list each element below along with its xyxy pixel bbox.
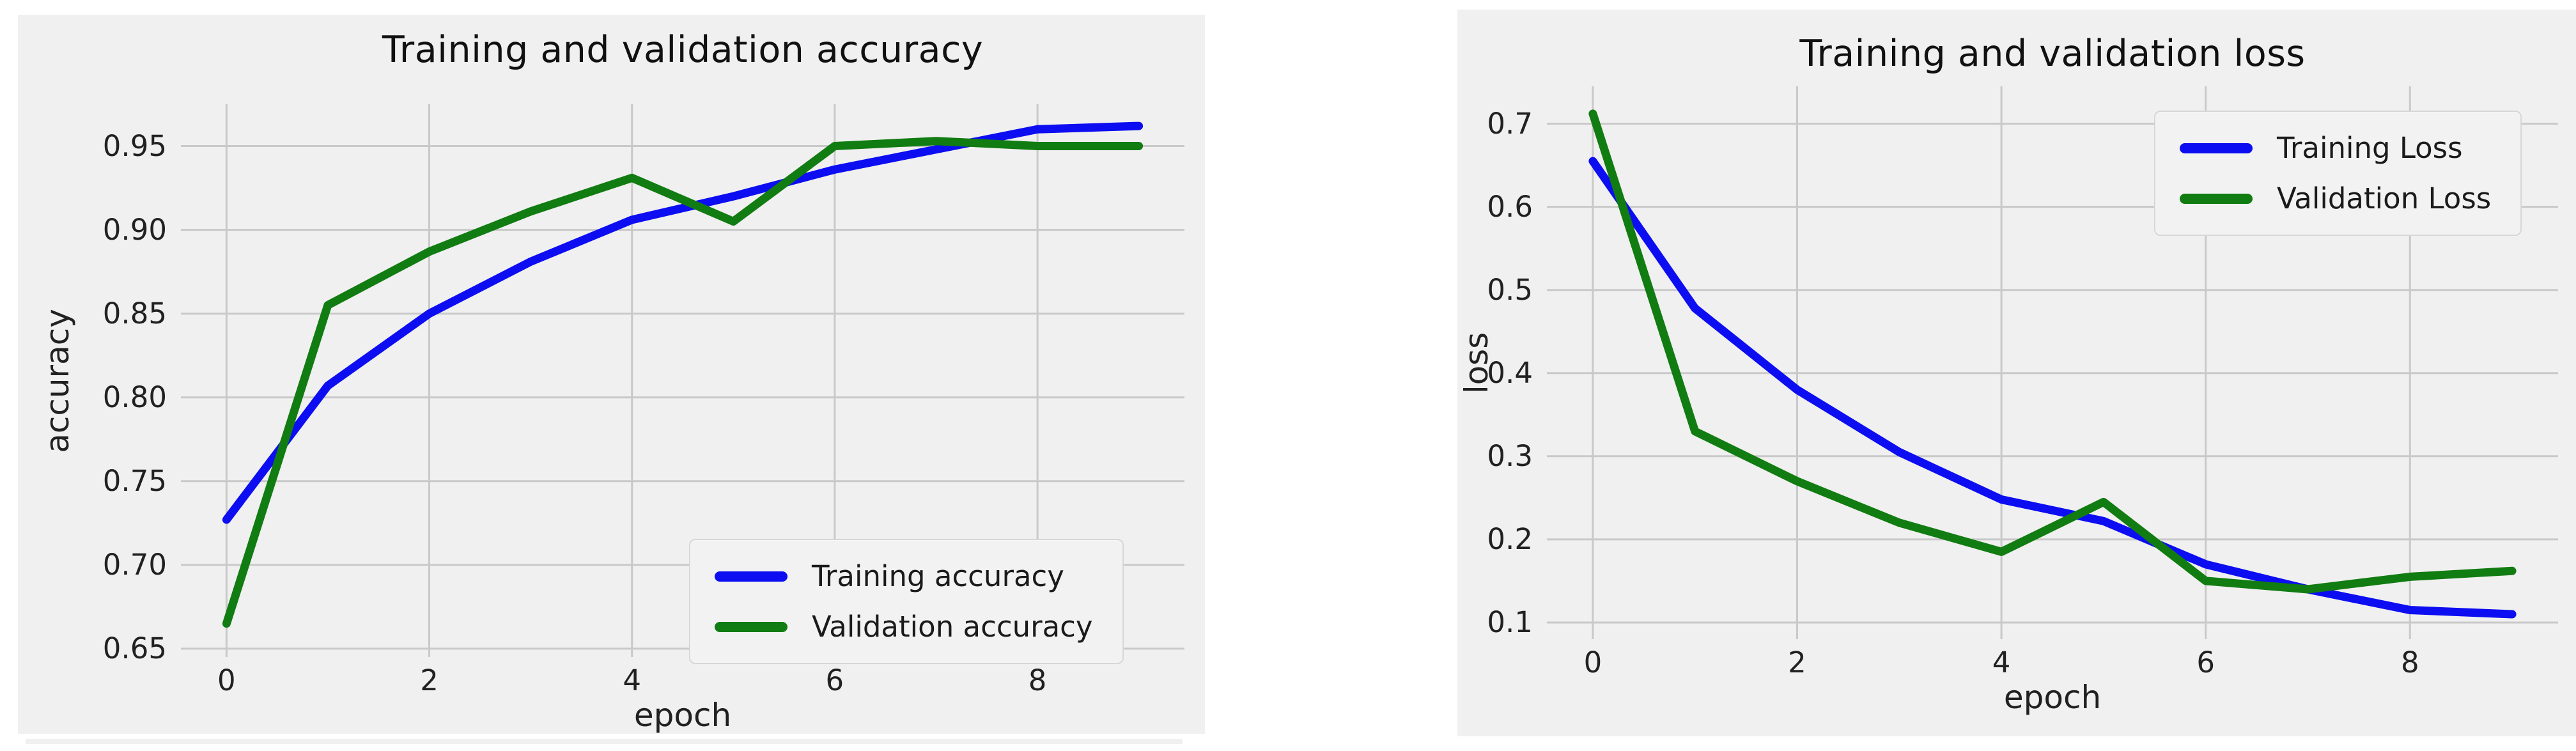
loss-chart-title: Training and validation loss	[1799, 33, 2306, 75]
y-tick-label: 0.7	[1487, 106, 1533, 141]
loss-x-axis-label: epoch	[2003, 679, 2102, 716]
accuracy-legend: Training accuracy Validation accuracy	[689, 539, 1124, 664]
legend-label-validation-loss: Validation Loss	[2277, 182, 2492, 215]
x-tick-label: 2	[1788, 646, 1806, 679]
legend-entry-validation-loss: Validation Loss	[2180, 182, 2491, 215]
series-line-0	[1588, 157, 2517, 619]
figure-loss-chart: Training and validation loss loss epoch …	[1457, 10, 2576, 736]
training-line-swatch	[2180, 143, 2253, 153]
y-tick-label: 0.1	[1487, 605, 1533, 639]
x-tick-label: 6	[825, 663, 844, 697]
legend-label-validation-accuracy: Validation accuracy	[812, 610, 1093, 644]
y-tick-label: 0.90	[102, 212, 167, 247]
accuracy-plot-area	[181, 104, 1184, 657]
figure-accuracy-chart: Training and validation accuracy accurac…	[18, 15, 1205, 734]
x-tick-label: 4	[1992, 646, 2011, 679]
legend-entry-validation-accuracy: Validation accuracy	[715, 610, 1093, 644]
loss-plot-area	[1547, 86, 2558, 639]
y-tick-label: 0.85	[102, 296, 167, 330]
y-tick-label: 0.5	[1487, 272, 1533, 307]
x-tick-label: 4	[623, 663, 642, 697]
validation-line-swatch	[2180, 193, 2253, 204]
y-tick-label: 0.6	[1487, 189, 1533, 224]
accuracy-x-axis-label: epoch	[633, 697, 732, 734]
loss-legend: Training Loss Validation Loss	[2154, 111, 2522, 236]
series-line-0	[222, 121, 1144, 524]
y-tick-label: 0.65	[102, 631, 167, 665]
x-tick-label: 0	[1583, 646, 1602, 679]
legend-label-training-loss: Training Loss	[2277, 131, 2463, 165]
y-tick-label: 0.3	[1487, 438, 1533, 473]
y-tick-label: 0.80	[102, 380, 167, 414]
validation-line-swatch	[715, 621, 788, 632]
legend-entry-training-accuracy: Training accuracy	[715, 559, 1093, 593]
training-line-swatch	[715, 571, 788, 582]
legend-label-training-accuracy: Training accuracy	[812, 559, 1064, 593]
series-line-1	[222, 137, 1144, 628]
legend-entry-training-loss: Training Loss	[2180, 131, 2491, 165]
x-tick-label: 2	[420, 663, 438, 697]
x-tick-label: 8	[1028, 663, 1047, 697]
series-line-1	[1588, 109, 2517, 594]
y-tick-label: 0.2	[1487, 522, 1533, 556]
x-tick-label: 0	[217, 663, 236, 697]
x-tick-label: 8	[2400, 646, 2419, 679]
y-tick-label: 0.95	[102, 128, 167, 163]
y-tick-label: 0.75	[102, 463, 167, 498]
partial-figure-edge	[26, 739, 1183, 744]
accuracy-chart-title: Training and validation accuracy	[382, 29, 984, 71]
y-tick-label: 0.70	[102, 547, 167, 582]
y-tick-label: 0.4	[1487, 355, 1533, 390]
x-tick-label: 6	[2196, 646, 2215, 679]
